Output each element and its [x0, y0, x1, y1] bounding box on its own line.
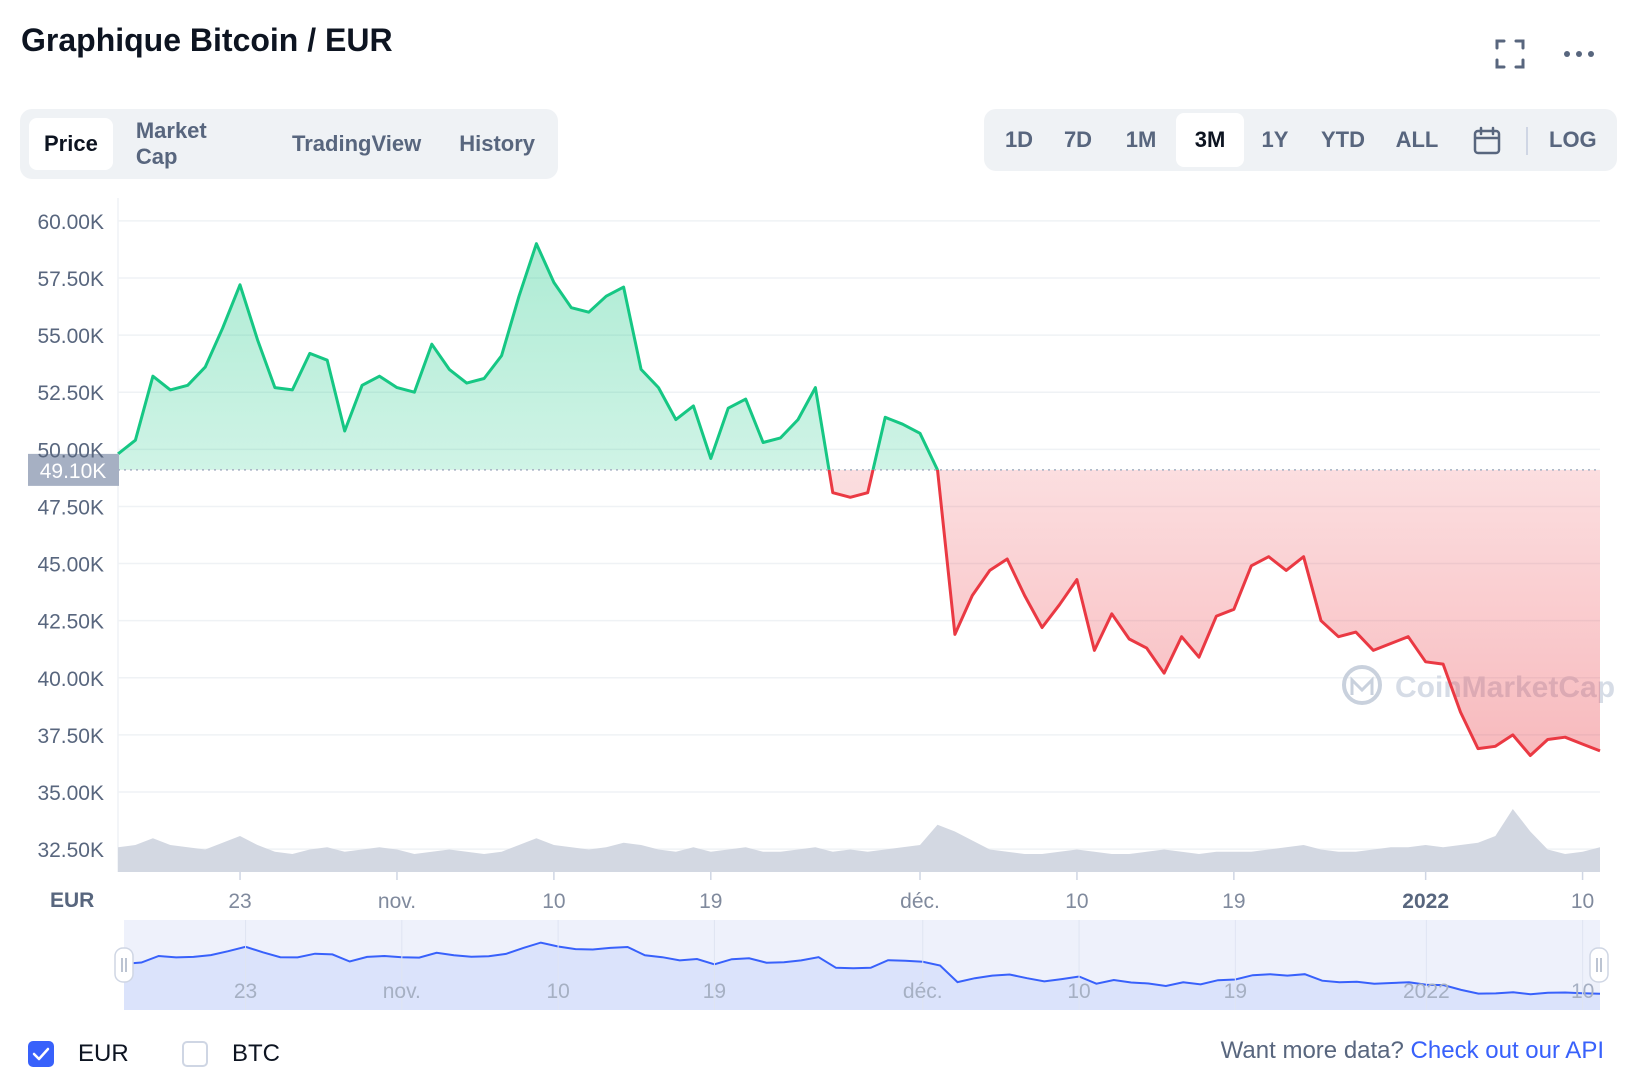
- reference-line: 49.10K: [28, 453, 1600, 486]
- y-tick-label: 42.50K: [37, 611, 104, 634]
- navigator-tick-label: 2022: [1403, 980, 1450, 1003]
- range-7d[interactable]: 7D: [1063, 127, 1093, 152]
- log-scale-toggle[interactable]: LOG: [1549, 127, 1597, 152]
- api-promo-text: Want more data?: [1220, 1037, 1404, 1064]
- range-ytd[interactable]: YTD: [1321, 127, 1365, 152]
- range-divider: [1526, 127, 1528, 155]
- navigator-tick-label: 19: [1224, 980, 1247, 1003]
- tab-market-cap[interactable]: Market Cap: [135, 118, 207, 169]
- y-tick-label: 60.00K: [37, 211, 104, 234]
- currency-axis-label: EUR: [50, 889, 94, 912]
- btc-checkbox[interactable]: [182, 1041, 208, 1067]
- y-tick-label: 57.50K: [37, 268, 104, 291]
- range-all[interactable]: ALL: [1395, 127, 1439, 152]
- x-tick-label: déc.: [900, 890, 940, 913]
- y-axis: 60.00K 57.50K 55.00K 52.50K 50.00K 47.50K 45.0…: [37, 211, 104, 862]
- tab-tradingview[interactable]: TradingView: [292, 131, 422, 156]
- volume-area: [118, 809, 1600, 872]
- x-tick-label: 19: [1222, 890, 1245, 913]
- y-tick-label: 55.00K: [37, 325, 104, 348]
- range-1y[interactable]: 1Y: [1261, 127, 1289, 152]
- legend-btc[interactable]: BTC: [182, 1040, 280, 1068]
- page-title: Graphique Bitcoin / EUR: [21, 22, 393, 58]
- navigator-tick-label: 10: [546, 980, 569, 1003]
- navigator-tick-label: 10: [1571, 980, 1594, 1003]
- y-tick-label: 50.00K: [37, 439, 104, 462]
- legend-eur[interactable]: EUR: [28, 1040, 129, 1068]
- volume-bars: [118, 809, 1600, 872]
- x-tick-label: nov.: [378, 890, 416, 913]
- navigator-right-handle[interactable]: [1589, 947, 1609, 983]
- price-line: [117, 242, 1601, 757]
- price-line-down: [827, 469, 1601, 757]
- legend-eur-label: EUR: [78, 1040, 129, 1067]
- y-tick-label: 47.50K: [37, 496, 104, 519]
- price-line-up: [117, 242, 940, 470]
- tab-price[interactable]: Price: [29, 118, 113, 170]
- x-tick-label: 10: [542, 890, 565, 913]
- eur-checkbox[interactable]: [28, 1041, 54, 1067]
- range-1d[interactable]: 1D: [1004, 127, 1034, 152]
- navigator-tick-label: 10: [1067, 980, 1090, 1003]
- area-above-reference: [118, 243, 938, 470]
- area-below-reference: [118, 469, 1600, 756]
- calendar-icon[interactable]: [1472, 126, 1502, 156]
- reference-label-box: [28, 453, 119, 486]
- tab-history[interactable]: History: [459, 131, 535, 156]
- api-link[interactable]: Check out our API: [1410, 1037, 1604, 1064]
- x-axis: 23 nov. 10 19 déc. 10 19 2022 10: [228, 872, 1594, 913]
- y-tick-label: 40.00K: [37, 668, 104, 691]
- price-area: [118, 243, 1600, 756]
- legend-btc-label: BTC: [232, 1040, 280, 1067]
- navigator-tick-label: nov.: [383, 980, 421, 1003]
- x-tick-label: 23: [228, 890, 251, 913]
- range-navigator[interactable]: 23 nov. 10 19 déc. 10 19 2022 10: [114, 920, 1609, 1010]
- navigator-line: [123, 941, 1601, 996]
- x-tick-label: 19: [699, 890, 722, 913]
- range-1m[interactable]: 1M: [1125, 127, 1157, 152]
- price-chart[interactable]: CoinMarketCap 49.10K 60.00K57.50K55.00K5…: [0, 0, 1636, 1020]
- fullscreen-icon[interactable]: [1492, 36, 1528, 72]
- time-range-selector: 1D 7D 1M 3M 1Y YTD ALL LOG: [984, 109, 1617, 171]
- navigator-left-handle[interactable]: [114, 947, 134, 983]
- y-tick-label: 45.00K: [37, 554, 104, 577]
- y-tick-label: 32.50K: [37, 839, 104, 862]
- navigator-tick-label: déc.: [903, 980, 943, 1003]
- y-tick-label: 52.50K: [37, 382, 104, 405]
- reference-value-label: 49.10K: [40, 460, 107, 483]
- more-dots-icon[interactable]: [1561, 36, 1597, 72]
- navigator-tick-label: 23: [234, 980, 257, 1003]
- range-3m[interactable]: 3M: [1176, 113, 1244, 167]
- api-promo: Want more data? Check out our API: [1221, 1037, 1604, 1065]
- x-tick-label: 2022: [1402, 890, 1449, 913]
- navigator-area: [124, 942, 1600, 1010]
- navigator-tick-label: 19: [703, 980, 726, 1003]
- y-tick-label: 35.00K: [37, 782, 104, 805]
- x-tick-label: 10: [1571, 890, 1594, 913]
- y-tick-label: 37.50K: [37, 725, 104, 748]
- chart-type-tabs: Price Market Cap TradingView History: [20, 109, 558, 179]
- x-tick-label: 10: [1065, 890, 1088, 913]
